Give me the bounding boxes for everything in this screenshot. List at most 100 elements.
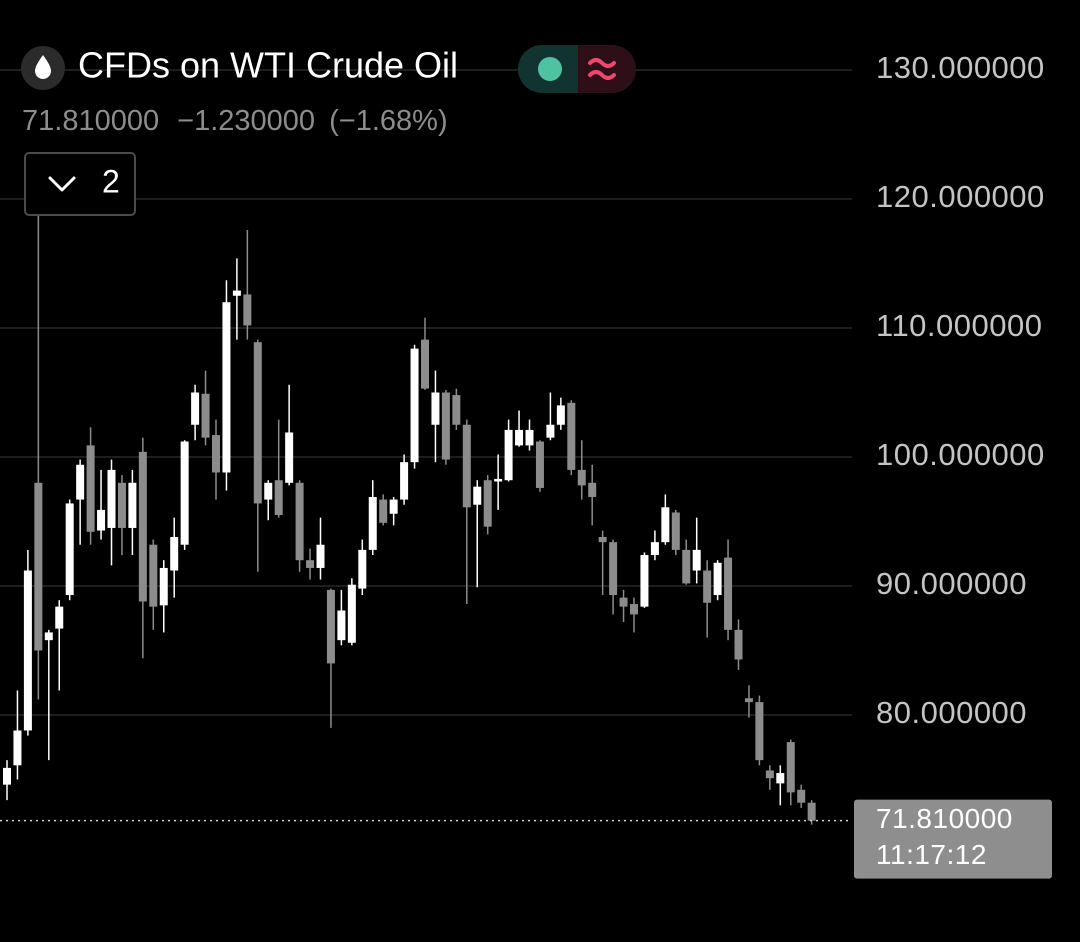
volatility-status [578,45,636,93]
candle-body [400,462,409,500]
toggle-box [24,152,136,216]
candle-body [222,302,231,473]
candle-body [441,392,450,460]
candle-body [567,402,576,470]
indicator-count: 2 [102,163,120,199]
candle-body [724,557,733,630]
candle-body [149,544,158,607]
candles [3,214,816,825]
candle-body [640,555,649,607]
candle-body [807,802,816,821]
candle-body [368,496,377,550]
candle-body [107,469,116,528]
candle-body [734,629,743,660]
candle-body [525,429,534,446]
indicators-toggle[interactable]: 2 [24,152,136,216]
chevron-icon [48,176,76,192]
candle-body [556,405,565,425]
last-time-label: 11:17:12 [876,839,987,870]
candle-body [494,478,503,482]
candle-body [765,770,774,779]
candle-body [682,549,691,584]
candle-body [13,730,22,766]
candle-body [86,445,95,532]
candle-body [577,469,586,486]
price-change: −1.230000 [177,105,315,137]
grid: 130.000000 120.000000 110.000000 100.000000… [0,50,1045,730]
candle-body [65,503,74,596]
candle-body [243,294,252,326]
candle-body [34,482,43,651]
y-tick-label: 90.000000 [876,566,1027,601]
candle-body [473,486,482,505]
candle-body [431,392,440,425]
candle-body [326,589,335,664]
y-tick-label: 130.000000 [876,50,1045,85]
candle-body [661,507,670,543]
y-tick-label: 110.000000 [876,308,1042,343]
chart-title: CFDs on WTI Crude Oil [78,45,458,86]
y-tick-label: 80.000000 [876,695,1027,730]
candle-body [671,512,680,550]
y-tick-label: 120.000000 [876,179,1045,214]
candle-body [797,789,806,803]
candle-body [755,702,764,761]
candle-body [619,597,628,607]
candle-body [588,482,597,497]
drop-icon [35,55,51,79]
candle-body [421,339,429,389]
candle-body [389,499,398,514]
candle-body [232,290,241,296]
candle-body [170,536,179,571]
candle-body [515,429,524,446]
candle-body [483,480,492,527]
candle-body [410,348,419,463]
candle-body [630,604,638,615]
candle-body [44,632,53,641]
candle-body [97,509,106,531]
candle-body [452,395,461,425]
candle-body [3,767,11,785]
candle-body [703,570,712,603]
candle-body [306,560,315,568]
last-price-badge [854,799,1052,879]
candle-body [180,441,189,545]
overlay: 71.810000 11:17:12 [0,799,1052,879]
last-price-label: 71.810000 [876,803,1013,834]
candle-body [191,392,200,425]
candle-body [138,451,147,602]
candle-body [337,610,346,641]
candle-body [117,482,126,528]
candle-body [347,584,356,643]
candle-body [462,424,471,508]
candle-body [274,480,283,516]
candle-body [201,393,210,438]
candle-body [159,567,168,606]
last-price: 71.810000 [22,105,159,137]
candle-body [786,742,795,793]
y-tick-label: 100.000000 [876,437,1045,472]
candle-body [504,429,513,481]
candle-body [713,562,722,596]
candle-body [295,482,304,561]
candle-body [744,698,753,703]
candle-body [55,606,64,629]
candle-body [76,464,85,500]
candle-body [776,773,785,784]
status-dot [538,57,562,81]
wave-icon [588,58,616,80]
status-pill[interactable] [518,45,636,93]
candle-body [379,499,388,523]
candle-body [598,536,607,543]
price-change-percent: (−1.68%) [329,105,447,137]
candle-body [316,544,325,568]
candle-body [546,424,555,438]
candle-body [650,542,659,556]
candle-body [23,570,32,731]
candle-body [692,549,701,571]
candle-body [285,432,294,483]
candle-body [128,482,137,528]
price-summary: 71.810000 −1.230000 (−1.68%) [22,105,448,137]
